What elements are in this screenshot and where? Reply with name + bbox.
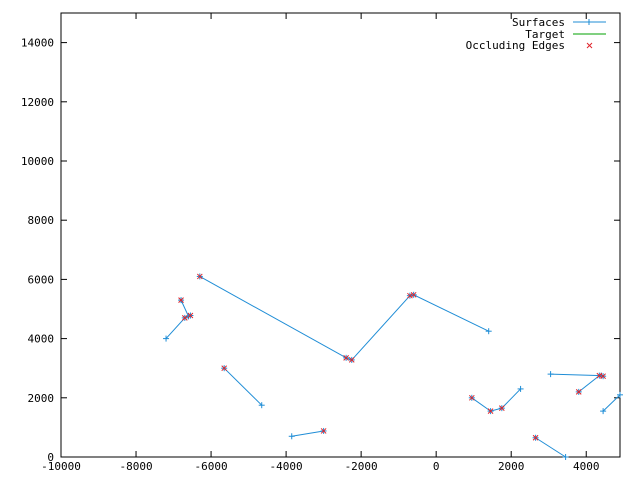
x-tick-label: -10000 [41, 460, 81, 473]
surface-line-3 [223, 367, 263, 406]
x-tick-label: -4000 [270, 460, 303, 473]
occluding-edge-stroke-b [410, 291, 417, 298]
surface-line-0 [165, 315, 191, 339]
occluding-edge-stroke-b [575, 389, 582, 395]
occluding-edge-point [575, 389, 582, 395]
occluding-edge-stroke-b [407, 292, 413, 299]
occluding-edge-stroke-b [178, 297, 184, 303]
x-tick-label: -8000 [119, 460, 152, 473]
occluding-edge-point [600, 373, 606, 380]
y-tick-label: 8000 [28, 214, 55, 227]
occluding-edge-stroke-b [532, 434, 539, 441]
occluding-edge-point [187, 312, 194, 319]
surface-point [258, 402, 265, 409]
occluding-edge-stroke-b [181, 315, 188, 321]
y-tick-label: 2000 [28, 392, 55, 405]
occluding-edge-stroke-b [343, 354, 349, 361]
x-tick-label: 0 [433, 460, 440, 473]
legend-label-surfaces: Surfaces [512, 16, 565, 29]
occluding-edge-point [410, 291, 417, 298]
y-tick-label: 4000 [28, 333, 55, 346]
surface-line-1 [180, 299, 190, 317]
occluding-edge-point [348, 357, 355, 363]
occluding-edge-point [487, 408, 494, 414]
y-tick-label: 6000 [28, 273, 55, 286]
y-tick-label: 0 [47, 451, 54, 464]
surface-point [288, 433, 295, 440]
plot-frame [60, 12, 621, 458]
axis-ticks: -10000 -8000 -6000 -4000 -2000 0 2000 4000 0 2000… [21, 13, 620, 473]
surface-line-2 [199, 276, 489, 361]
legend-marker-occluding-b [586, 42, 593, 49]
surface-point [517, 385, 524, 392]
surface-point [485, 328, 492, 335]
surface-line-7 [578, 375, 600, 393]
surface-point [163, 335, 170, 342]
occluding-edge-point [196, 273, 203, 280]
y-tick-label: 10000 [21, 155, 54, 168]
occluding-edge-stroke-b [487, 408, 494, 414]
y-tick-label: 14000 [21, 37, 54, 50]
occluding-edge-stroke-b [187, 312, 194, 319]
occluding-edge-point [532, 434, 539, 441]
x-tick-label: 2000 [498, 460, 525, 473]
occluding-edge-point [498, 405, 505, 412]
surface-line-6 [550, 373, 604, 377]
legend-label-target: Target [525, 28, 565, 41]
surface-point [547, 371, 554, 378]
surface-point [562, 454, 569, 460]
y-tick-label: 12000 [21, 96, 54, 109]
surface-line-8 [535, 437, 566, 458]
x-tick-label: 4000 [573, 460, 600, 473]
surface-point [600, 408, 607, 415]
occluding-edge-point [221, 365, 228, 372]
occluding-edge-point [178, 297, 184, 303]
surface-point [617, 391, 623, 398]
occluding-edge-point [343, 354, 349, 361]
occluding-edge-stroke-b [498, 405, 505, 412]
occluding-edge-point [320, 428, 327, 434]
occluding-edge-stroke-b [600, 373, 606, 380]
occluding-edge-stroke-b [320, 428, 327, 434]
occluding-edge-stroke-b [196, 273, 203, 280]
surface-line-9 [602, 394, 621, 412]
occluding-edge-point [181, 315, 188, 321]
occluding-edge-stroke-b [221, 365, 228, 372]
x-tick-label: -6000 [195, 460, 228, 473]
occluding-edge-point [468, 394, 475, 401]
surface-line-5 [471, 388, 521, 412]
legend-label-occluding-edges: Occluding Edges [466, 39, 565, 52]
legend: Surfaces Target Occluding Edges [466, 16, 606, 52]
occluding-edge-stroke-b [348, 357, 355, 363]
surface-line-4 [291, 430, 324, 437]
occluding-edge-stroke-b [468, 394, 475, 401]
series-layer [163, 273, 623, 460]
x-tick-label: -2000 [345, 460, 378, 473]
